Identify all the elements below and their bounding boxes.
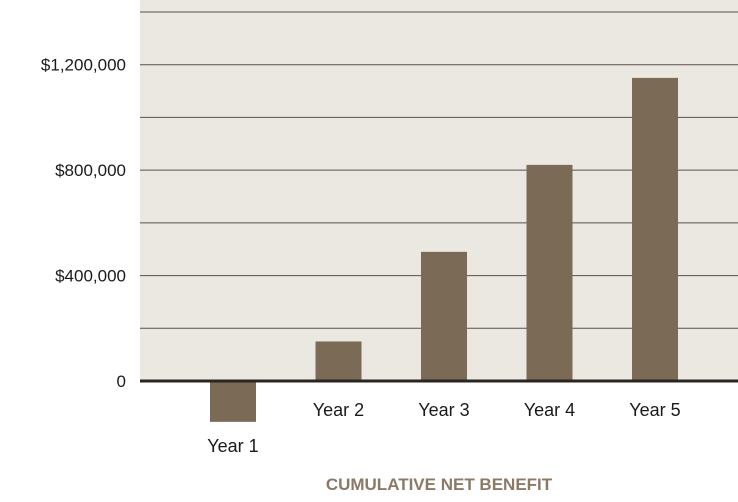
bar (210, 381, 256, 422)
x-tick-label: Year 4 (524, 400, 575, 420)
y-tick-label: 0 (117, 372, 126, 391)
x-tick-label: Year 3 (418, 400, 469, 420)
x-tick-label: Year 1 (207, 436, 258, 456)
y-tick-label: $800,000 (55, 161, 126, 180)
y-tick-label: $400,000 (55, 267, 126, 286)
bars (210, 77, 678, 422)
chart-title: CUMULATIVE NET BENEFIT (326, 475, 553, 494)
x-axis-tick-labels: Year 1 Year 2 Year 3 Year 4 Year 5 (207, 400, 680, 456)
bar (421, 251, 467, 381)
x-tick-label: Year 5 (629, 400, 680, 420)
y-axis-tick-labels: 0 $400,000 $800,000 $1,200,000 (41, 56, 126, 391)
bar (632, 77, 678, 382)
bar (315, 341, 362, 381)
y-tick-label: $1,200,000 (41, 56, 126, 75)
x-tick-label: Year 2 (313, 400, 364, 420)
bar (526, 164, 573, 381)
